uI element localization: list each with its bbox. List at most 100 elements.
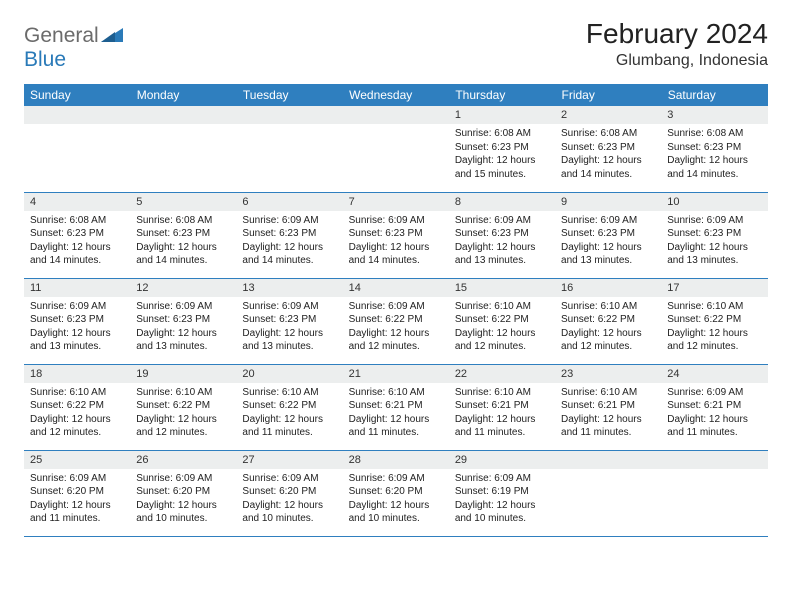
weekday-header: Wednesday: [343, 84, 449, 106]
day-cell: 7Sunrise: 6:09 AMSunset: 6:23 PMDaylight…: [343, 192, 449, 278]
sunset-text: Sunset: 6:19 PM: [455, 485, 549, 499]
day-number: 2: [555, 106, 661, 124]
sunrise-text: Sunrise: 6:08 AM: [455, 127, 549, 141]
day-number: 11: [24, 279, 130, 297]
day-number: 13: [236, 279, 342, 297]
day-number: 1: [449, 106, 555, 124]
sunset-text: Sunset: 6:20 PM: [30, 485, 124, 499]
daylight-text: Daylight: 12 hours and 10 minutes.: [455, 499, 549, 526]
calendar-page: General Blue February 2024 Glumbang, Ind…: [0, 0, 792, 537]
daylight-text: Daylight: 12 hours and 15 minutes.: [455, 154, 549, 181]
day-number: 25: [24, 451, 130, 469]
sunrise-text: Sunrise: 6:09 AM: [349, 300, 443, 314]
day-cell: 25Sunrise: 6:09 AMSunset: 6:20 PMDayligh…: [24, 450, 130, 536]
day-details: Sunrise: 6:09 AMSunset: 6:23 PMDaylight:…: [661, 211, 767, 272]
daylight-text: Daylight: 12 hours and 13 minutes.: [242, 327, 336, 354]
day-details: Sunrise: 6:10 AMSunset: 6:21 PMDaylight:…: [449, 383, 555, 444]
weekday-header: Thursday: [449, 84, 555, 106]
day-details: [236, 124, 342, 182]
day-details: Sunrise: 6:09 AMSunset: 6:23 PMDaylight:…: [130, 297, 236, 358]
sunset-text: Sunset: 6:23 PM: [561, 227, 655, 241]
sunrise-text: Sunrise: 6:10 AM: [455, 300, 549, 314]
sunrise-text: Sunrise: 6:10 AM: [242, 386, 336, 400]
daylight-text: Daylight: 12 hours and 11 minutes.: [242, 413, 336, 440]
day-details: Sunrise: 6:09 AMSunset: 6:23 PMDaylight:…: [236, 211, 342, 272]
day-details: Sunrise: 6:09 AMSunset: 6:19 PMDaylight:…: [449, 469, 555, 530]
day-number: 10: [661, 193, 767, 211]
day-cell: 15Sunrise: 6:10 AMSunset: 6:22 PMDayligh…: [449, 278, 555, 364]
sunset-text: Sunset: 6:22 PM: [667, 313, 761, 327]
day-cell: [24, 106, 130, 192]
day-cell: [661, 450, 767, 536]
day-cell: 13Sunrise: 6:09 AMSunset: 6:23 PMDayligh…: [236, 278, 342, 364]
calendar-table: Sunday Monday Tuesday Wednesday Thursday…: [24, 84, 768, 537]
day-cell: 18Sunrise: 6:10 AMSunset: 6:22 PMDayligh…: [24, 364, 130, 450]
day-number: 12: [130, 279, 236, 297]
day-details: [130, 124, 236, 182]
sunrise-text: Sunrise: 6:08 AM: [667, 127, 761, 141]
sunrise-text: Sunrise: 6:09 AM: [667, 386, 761, 400]
day-number: 20: [236, 365, 342, 383]
sunrise-text: Sunrise: 6:09 AM: [242, 300, 336, 314]
day-number: 4: [24, 193, 130, 211]
day-cell: 26Sunrise: 6:09 AMSunset: 6:20 PMDayligh…: [130, 450, 236, 536]
location-label: Glumbang, Indonesia: [586, 52, 768, 70]
day-number: [555, 451, 661, 469]
day-cell: 23Sunrise: 6:10 AMSunset: 6:21 PMDayligh…: [555, 364, 661, 450]
day-details: [24, 124, 130, 182]
daylight-text: Daylight: 12 hours and 11 minutes.: [349, 413, 443, 440]
day-details: Sunrise: 6:09 AMSunset: 6:20 PMDaylight:…: [130, 469, 236, 530]
daylight-text: Daylight: 12 hours and 12 minutes.: [667, 327, 761, 354]
day-details: Sunrise: 6:09 AMSunset: 6:23 PMDaylight:…: [343, 211, 449, 272]
sunset-text: Sunset: 6:21 PM: [349, 399, 443, 413]
day-cell: 21Sunrise: 6:10 AMSunset: 6:21 PMDayligh…: [343, 364, 449, 450]
day-number: 22: [449, 365, 555, 383]
sunset-text: Sunset: 6:22 PM: [136, 399, 230, 413]
weekday-header: Friday: [555, 84, 661, 106]
day-number: 23: [555, 365, 661, 383]
sunset-text: Sunset: 6:23 PM: [667, 141, 761, 155]
sunrise-text: Sunrise: 6:09 AM: [455, 214, 549, 228]
day-details: Sunrise: 6:10 AMSunset: 6:22 PMDaylight:…: [130, 383, 236, 444]
day-number: 15: [449, 279, 555, 297]
logo-text: General Blue: [24, 24, 123, 72]
title-block: February 2024 Glumbang, Indonesia: [586, 18, 768, 70]
daylight-text: Daylight: 12 hours and 12 minutes.: [561, 327, 655, 354]
day-cell: 1Sunrise: 6:08 AMSunset: 6:23 PMDaylight…: [449, 106, 555, 192]
daylight-text: Daylight: 12 hours and 13 minutes.: [667, 241, 761, 268]
sunrise-text: Sunrise: 6:09 AM: [242, 214, 336, 228]
sunrise-text: Sunrise: 6:09 AM: [667, 214, 761, 228]
day-cell: 27Sunrise: 6:09 AMSunset: 6:20 PMDayligh…: [236, 450, 342, 536]
daylight-text: Daylight: 12 hours and 11 minutes.: [455, 413, 549, 440]
week-row: 4Sunrise: 6:08 AMSunset: 6:23 PMDaylight…: [24, 192, 768, 278]
day-details: Sunrise: 6:10 AMSunset: 6:21 PMDaylight:…: [343, 383, 449, 444]
day-cell: 8Sunrise: 6:09 AMSunset: 6:23 PMDaylight…: [449, 192, 555, 278]
day-details: Sunrise: 6:09 AMSunset: 6:23 PMDaylight:…: [236, 297, 342, 358]
day-number: 19: [130, 365, 236, 383]
day-details: Sunrise: 6:09 AMSunset: 6:21 PMDaylight:…: [661, 383, 767, 444]
daylight-text: Daylight: 12 hours and 13 minutes.: [136, 327, 230, 354]
sunset-text: Sunset: 6:23 PM: [242, 313, 336, 327]
week-row: 18Sunrise: 6:10 AMSunset: 6:22 PMDayligh…: [24, 364, 768, 450]
day-details: Sunrise: 6:09 AMSunset: 6:22 PMDaylight:…: [343, 297, 449, 358]
day-number: 7: [343, 193, 449, 211]
day-details: Sunrise: 6:10 AMSunset: 6:22 PMDaylight:…: [24, 383, 130, 444]
daylight-text: Daylight: 12 hours and 14 minutes.: [667, 154, 761, 181]
month-title: February 2024: [586, 18, 768, 50]
day-cell: 5Sunrise: 6:08 AMSunset: 6:23 PMDaylight…: [130, 192, 236, 278]
day-cell: [130, 106, 236, 192]
daylight-text: Daylight: 12 hours and 14 minutes.: [30, 241, 124, 268]
weekday-header: Saturday: [661, 84, 767, 106]
daylight-text: Daylight: 12 hours and 13 minutes.: [455, 241, 549, 268]
daylight-text: Daylight: 12 hours and 13 minutes.: [561, 241, 655, 268]
sunrise-text: Sunrise: 6:09 AM: [349, 472, 443, 486]
sunrise-text: Sunrise: 6:09 AM: [349, 214, 443, 228]
day-cell: 17Sunrise: 6:10 AMSunset: 6:22 PMDayligh…: [661, 278, 767, 364]
day-number: 27: [236, 451, 342, 469]
day-number: [343, 106, 449, 124]
sunset-text: Sunset: 6:21 PM: [667, 399, 761, 413]
day-cell: 20Sunrise: 6:10 AMSunset: 6:22 PMDayligh…: [236, 364, 342, 450]
sunrise-text: Sunrise: 6:09 AM: [30, 472, 124, 486]
day-cell: 24Sunrise: 6:09 AMSunset: 6:21 PMDayligh…: [661, 364, 767, 450]
sunset-text: Sunset: 6:23 PM: [667, 227, 761, 241]
